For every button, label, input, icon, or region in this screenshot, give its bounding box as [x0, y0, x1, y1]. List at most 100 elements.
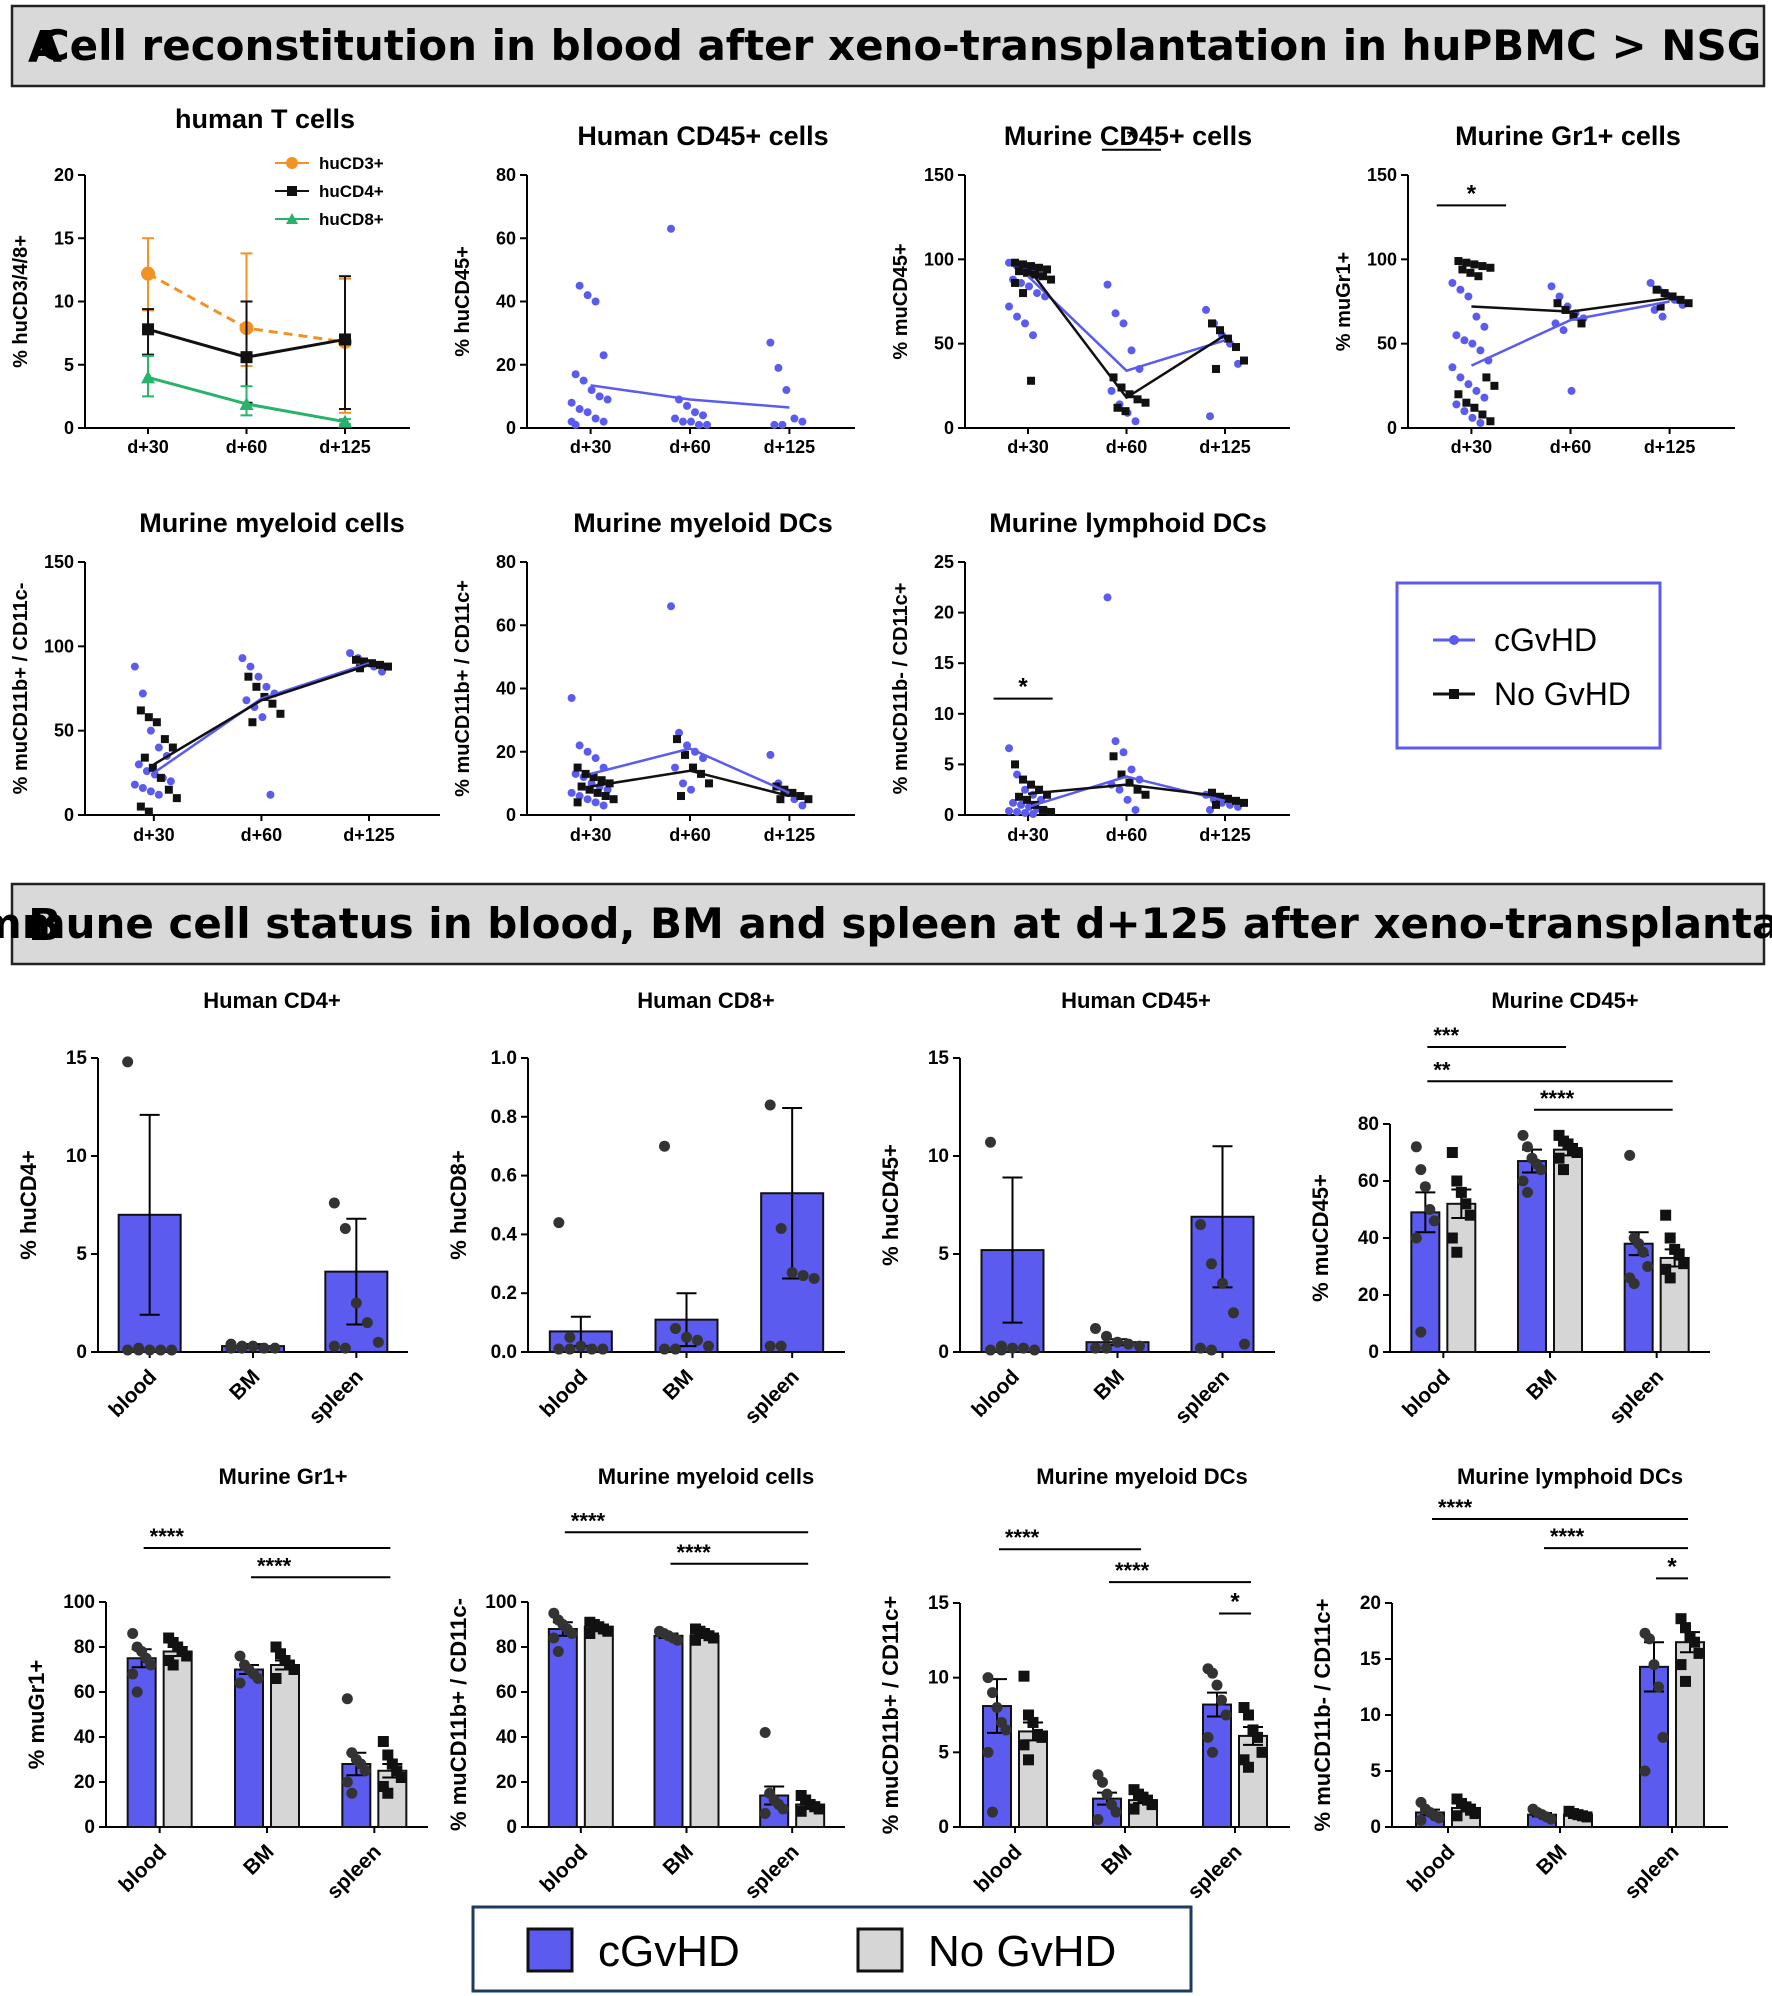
charts-layer: 0 5 10 15 20 d+30 d+60 d+125 % huCD3/4/8+ human T…: [10, 104, 1735, 1904]
data-point: [1646, 278, 1655, 287]
data-point: [1678, 1258, 1690, 1270]
y-tick-label: 1.0: [491, 1048, 517, 1069]
data-point: [1111, 737, 1120, 746]
data-point: [254, 672, 263, 681]
data-point: [252, 682, 261, 691]
data-point: [382, 1787, 394, 1799]
section-a-title: Cell reconstitution in blood after xeno-…: [39, 21, 1761, 70]
data-point: [1547, 282, 1556, 291]
y-tick-label: 5: [64, 355, 74, 375]
data-point: [1027, 262, 1036, 271]
data-point: [1644, 1633, 1655, 1645]
data-point: [1433, 1812, 1445, 1824]
data-point: [1195, 1342, 1206, 1354]
data-point: [1451, 1246, 1463, 1258]
data-point: [692, 1334, 703, 1346]
data-point: [591, 414, 600, 423]
data-point: [1553, 1152, 1565, 1164]
data-point: [1107, 386, 1116, 395]
data-point: [603, 395, 612, 404]
data-point: [1256, 1746, 1268, 1758]
y-tick-label: 10: [928, 1146, 949, 1167]
data-point: [1103, 280, 1112, 289]
data-point: [1535, 1164, 1547, 1176]
data-point: [144, 1344, 156, 1356]
y-tick-label: 100: [924, 249, 954, 269]
data-point: [679, 417, 688, 426]
data-point: [1462, 258, 1471, 267]
data-point: [238, 654, 247, 663]
data-point: [1628, 1278, 1640, 1290]
data-point: [782, 386, 791, 395]
data-point: [1642, 1261, 1654, 1272]
y-axis-label: % huCD8+: [446, 1150, 471, 1259]
x-tick-label: d+60: [1106, 437, 1148, 457]
legend-a: cGvHD No GvHD: [1395, 581, 1662, 750]
y-tick-label: 0: [64, 418, 74, 438]
significance-label: ****: [571, 1508, 606, 1533]
data-point: [1101, 1330, 1112, 1342]
data-point: [1206, 412, 1214, 421]
data-point: [1478, 262, 1487, 271]
x-tick-label: spleen: [1620, 1840, 1683, 1903]
data-point: [1035, 785, 1044, 794]
legend-a-box: [1395, 581, 1662, 750]
data-point: [1029, 331, 1038, 340]
x-tick-label: spleen: [305, 1365, 368, 1428]
data-point: [1451, 1810, 1463, 1822]
data-point: [679, 779, 688, 788]
data-point: [1211, 1679, 1223, 1691]
data-point: [1212, 800, 1220, 809]
panel-b5: 0 20 40 60 80 100 blood BM spleen % muGr1+ Murine …: [24, 1464, 428, 1904]
y-tick-label: 0: [944, 805, 954, 825]
legend-a-nogvhd-marker: [1449, 689, 1459, 699]
data-point: [1113, 403, 1122, 412]
y-tick-label: 40: [496, 1727, 517, 1748]
data-point: [677, 792, 686, 801]
data-point: [240, 351, 253, 364]
data-point: [575, 405, 584, 414]
bar-nogvhd: [270, 1664, 300, 1828]
y-tick-label: 100: [63, 1592, 95, 1613]
data-point: [583, 291, 592, 300]
data-point: [777, 1803, 789, 1815]
data-point: [1456, 285, 1465, 294]
data-point: [247, 1340, 259, 1352]
data-point: [1011, 258, 1020, 267]
y-tick-label: 60: [74, 1682, 95, 1703]
data-point: [1119, 319, 1128, 328]
data-point: [1637, 1246, 1649, 1258]
bar-nogvhd: [162, 1650, 193, 1828]
data-point: [168, 743, 177, 752]
data-point: [1127, 346, 1136, 355]
data-point: [266, 790, 275, 799]
y-tick-label: 150: [924, 165, 954, 185]
data-point: [603, 785, 612, 794]
data-point: [1023, 268, 1032, 277]
y-tick-label: 10: [66, 1146, 87, 1167]
data-point: [996, 1344, 1007, 1356]
data-point: [1458, 265, 1467, 274]
legend-label: huCD3+: [319, 154, 384, 173]
significance-label: *: [1230, 1588, 1240, 1615]
y-tick-label: 15: [928, 1593, 950, 1614]
legend-b-nogvhd-label: No GvHD: [928, 1927, 1116, 1976]
data-point: [130, 780, 139, 789]
data-point: [341, 1693, 353, 1705]
data-point: [1517, 1175, 1529, 1187]
data-point: [1478, 410, 1487, 419]
mean-line-cgvhd: [590, 747, 790, 795]
y-tick-label: 0: [1370, 1817, 1381, 1838]
panel-title: Murine lymphoid DCs: [1457, 1464, 1683, 1489]
data-point: [708, 1632, 719, 1644]
data-point: [1454, 390, 1463, 399]
data-point: [599, 417, 608, 426]
x-tick-label: spleen: [740, 1365, 803, 1428]
y-tick-label: 0: [1387, 418, 1397, 438]
data-point: [246, 662, 255, 671]
y-axis-label: % muCD45+: [1308, 1174, 1333, 1302]
data-point: [1208, 319, 1216, 328]
panel-a5: 0 50 100 150 d+30 d+60 d+125 % muCD11b+ / CD11c…: [10, 508, 440, 845]
data-point: [1559, 326, 1568, 335]
